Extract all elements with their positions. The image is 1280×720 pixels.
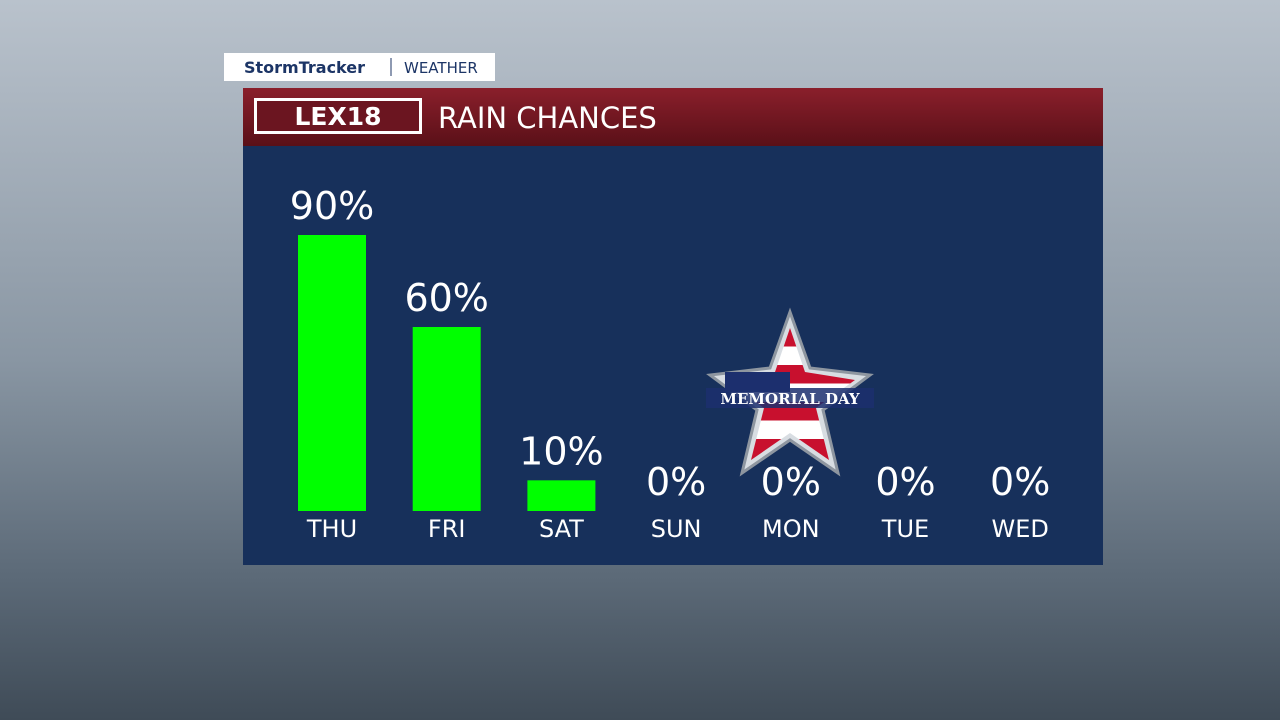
plot-panel [243,146,1103,565]
brand: StormTracker [244,58,365,77]
bar [527,480,596,511]
value-label: 90% [290,184,374,228]
star-canton [725,372,790,392]
station: LEX18 [294,102,381,131]
chart-title: RAIN CHANCES [438,101,657,135]
bar [412,327,481,511]
value-label: 0% [646,460,706,504]
x-tick-label: TUE [881,515,929,543]
value-label: 0% [761,460,821,504]
section: WEATHER [404,59,478,77]
x-tick-label: WED [992,515,1049,543]
value-label: 0% [990,460,1050,504]
x-tick-label: FRI [428,515,466,543]
station-logo-inner [257,101,419,131]
memorial-day-badge: MEMORIAL DAY [706,307,874,477]
brand-tab [224,53,495,81]
bar [298,235,366,511]
value-label: 0% [875,460,935,504]
value-label: 10% [519,429,603,473]
annotation-band [706,388,874,408]
annotation: MEMORIAL DAY [720,390,859,408]
value-label: 60% [404,276,488,320]
x-tick-label: SUN [651,515,702,543]
x-tick-label: SAT [539,515,584,543]
x-tick-label: MON [762,515,820,543]
x-tick-label: THU [306,515,357,543]
